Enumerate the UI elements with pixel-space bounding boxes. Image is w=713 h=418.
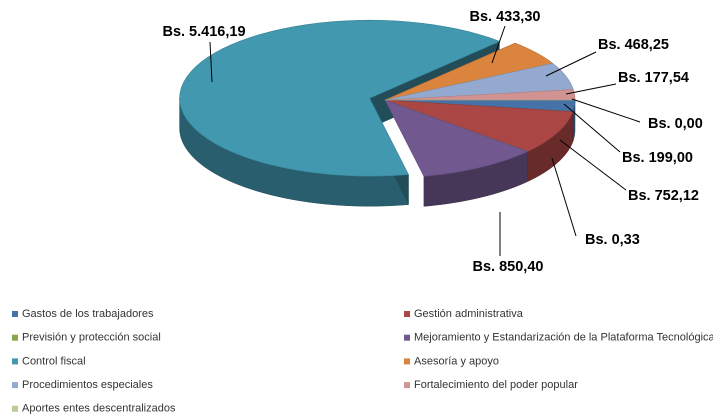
legend-label: Gastos de los trabajadores [22,308,154,320]
leader-line [491,25,506,64]
legend-swatch [12,311,18,317]
legend-label: Previsión y protección social [22,332,161,344]
legend-label: Fortalecimiento del poder popular [414,379,578,391]
legend-label: Gestión administrativa [414,308,524,320]
leader-line [559,139,627,191]
legend-label: Aportes entes descentralizados [22,403,176,415]
leader-line [209,41,213,83]
data-label: Bs. 0,00 [648,116,703,132]
data-label: Bs. 433,30 [470,9,541,25]
legend-swatch [404,358,410,365]
leader-line [551,157,577,237]
pie-slice [384,99,574,152]
legend-swatch [404,311,410,317]
legend-label: Asesoría y apoyo [414,355,499,367]
legend-swatch [12,358,18,365]
legend-swatch [404,382,410,389]
pie-slice [384,99,529,177]
data-label: Bs. 752,12 [628,188,699,204]
legend-label: Mejoramiento y Estandarización de la Pla… [414,332,713,344]
legend-label: Control fiscal [22,355,86,367]
data-label: Bs. 5.416,19 [162,24,245,40]
data-label: Bs. 177,54 [618,70,689,86]
data-label: Bs. 850,40 [473,259,544,275]
legend-swatch [12,382,18,389]
pie-slice [179,19,501,177]
data-label: Bs. 0,33 [585,232,640,248]
pie-slice [384,42,554,101]
legend-swatch [12,405,18,412]
legend-swatch [12,334,18,341]
pie-tops [179,19,576,177]
leader-line [571,98,641,123]
leader-line [563,103,621,153]
pie-slice [384,63,574,101]
legend-swatch [404,334,410,341]
leader-line [545,51,597,77]
data-label: Bs. 199,00 [622,150,693,166]
legend-label: Procedimientos especiales [22,379,153,391]
leader-line [565,83,617,95]
data-label: Bs. 468,25 [598,37,669,53]
pie-slice [384,89,576,101]
